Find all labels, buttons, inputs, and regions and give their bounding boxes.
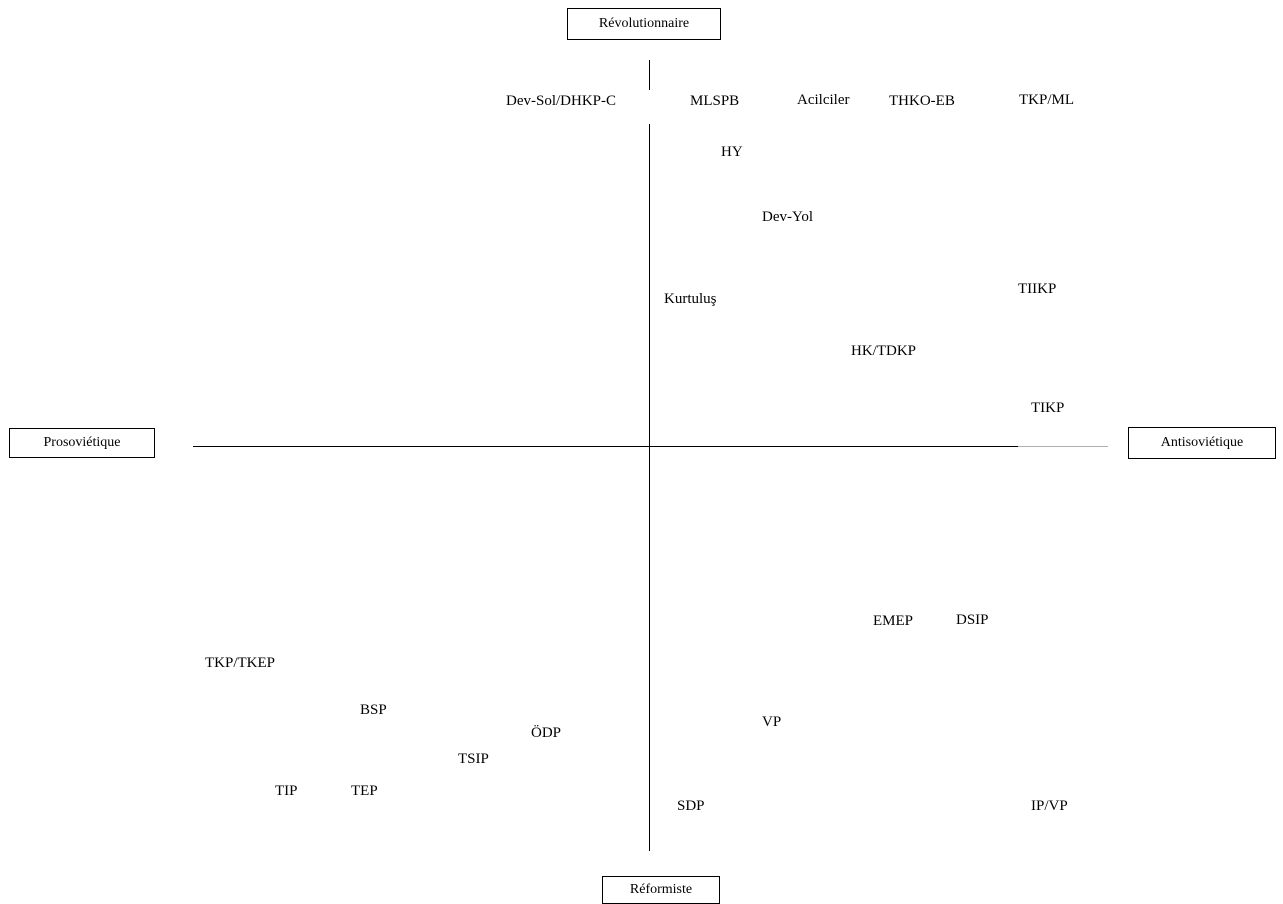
vertical-axis-top-segment xyxy=(649,60,650,90)
party-label-dsip: DSIP xyxy=(956,612,989,628)
vertical-axis xyxy=(649,124,650,851)
party-label-vp: VP xyxy=(762,714,782,730)
horizontal-axis xyxy=(193,446,1018,447)
party-label-tiikp: TIIKP xyxy=(1018,281,1057,297)
party-label-tsip: TSIP xyxy=(458,751,489,767)
party-label-tkp-ml: TKP/ML xyxy=(1019,92,1075,108)
party-label-tikp: TIKP xyxy=(1031,400,1065,416)
party-label-thko-eb: THKO-EB xyxy=(889,93,955,109)
axis-label-left: Prosoviétique xyxy=(9,428,155,458)
party-label-dev-sol-dhkp-c: Dev-Sol/DHKP-C xyxy=(506,93,617,109)
axis-label-right: Antisoviétique xyxy=(1128,427,1276,459)
party-label-kurtulus: Kurtuluş xyxy=(664,291,717,307)
party-label-tip: TIP xyxy=(275,783,298,799)
party-label-emep: EMEP xyxy=(873,613,914,629)
axis-label-bottom: Réformiste xyxy=(602,876,720,904)
party-label-odp: ÖDP xyxy=(531,725,562,741)
horizontal-axis-right-segment xyxy=(1018,446,1108,447)
party-label-hk-tdkp: HK/TDKP xyxy=(851,343,917,359)
party-label-sdp: SDP xyxy=(677,798,705,814)
party-label-tkp-tkep: TKP/TKEP xyxy=(205,655,276,671)
party-label-bsp: BSP xyxy=(360,702,387,718)
party-label-hy: HY xyxy=(721,144,743,160)
party-label-ip-vp: IP/VP xyxy=(1031,798,1068,814)
party-label-tep: TEP xyxy=(351,783,378,799)
party-label-dev-yol: Dev-Yol xyxy=(762,209,813,225)
party-label-acilciler: Acilciler xyxy=(797,92,850,108)
axis-label-top: Révolutionnaire xyxy=(567,8,721,40)
party-label-mlspb: MLSPB xyxy=(690,93,740,109)
